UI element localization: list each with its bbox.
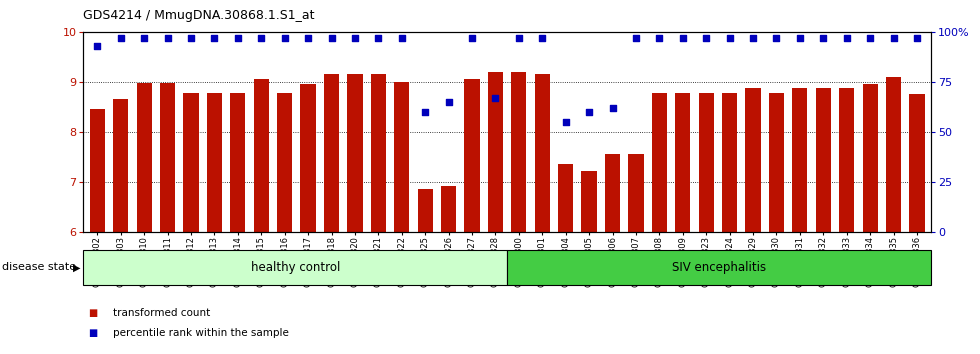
Bar — [254, 79, 269, 232]
Bar — [605, 154, 620, 232]
Bar — [347, 74, 363, 232]
Point — [768, 35, 784, 41]
Bar — [769, 93, 784, 232]
Point — [136, 35, 152, 41]
Bar — [839, 88, 855, 232]
Point — [722, 35, 738, 41]
Bar — [508, 250, 931, 285]
Bar — [512, 72, 526, 232]
Text: disease state: disease state — [2, 262, 76, 272]
Bar — [207, 93, 222, 232]
Point — [581, 109, 597, 115]
Point — [347, 35, 363, 41]
Point — [628, 35, 644, 41]
Point — [207, 35, 222, 41]
Bar — [746, 88, 760, 232]
Bar — [535, 74, 550, 232]
Bar — [370, 74, 386, 232]
Text: ▶: ▶ — [73, 262, 80, 272]
Point — [652, 35, 667, 41]
Point — [699, 35, 714, 41]
Point — [394, 35, 410, 41]
Bar — [160, 83, 175, 232]
Bar — [230, 93, 245, 232]
Bar — [465, 79, 479, 232]
Point — [417, 109, 433, 115]
Bar — [90, 109, 105, 232]
Point — [815, 35, 831, 41]
Point — [254, 35, 270, 41]
Text: healthy control: healthy control — [251, 261, 340, 274]
Bar — [301, 84, 316, 232]
Bar — [441, 186, 457, 232]
Point — [745, 35, 760, 41]
Point — [511, 35, 526, 41]
Point — [488, 95, 504, 101]
Point — [605, 105, 620, 111]
Point — [909, 35, 925, 41]
Bar — [113, 99, 128, 232]
Point — [792, 35, 808, 41]
Point — [534, 35, 550, 41]
Bar — [699, 93, 713, 232]
Text: GDS4214 / MmugDNA.30868.1.S1_at: GDS4214 / MmugDNA.30868.1.S1_at — [83, 9, 315, 22]
Point — [441, 99, 457, 105]
Point — [113, 35, 128, 41]
Bar — [886, 77, 902, 232]
Bar — [488, 72, 503, 232]
Text: SIV encephalitis: SIV encephalitis — [672, 261, 766, 274]
Bar — [277, 93, 292, 232]
Bar — [558, 164, 573, 232]
Bar — [417, 189, 433, 232]
Bar — [83, 250, 508, 285]
Text: ■: ■ — [88, 308, 97, 318]
Point — [370, 35, 386, 41]
Bar — [862, 84, 878, 232]
Bar — [394, 82, 410, 232]
Text: ■: ■ — [88, 328, 97, 338]
Point — [862, 35, 878, 41]
Point — [160, 35, 175, 41]
Bar — [675, 93, 690, 232]
Point — [300, 35, 316, 41]
Bar — [183, 93, 199, 232]
Bar — [652, 93, 667, 232]
Point — [276, 35, 292, 41]
Bar — [792, 88, 808, 232]
Bar — [136, 83, 152, 232]
Point — [886, 35, 902, 41]
Bar — [324, 74, 339, 232]
Point — [230, 35, 246, 41]
Text: percentile rank within the sample: percentile rank within the sample — [113, 328, 288, 338]
Point — [839, 35, 855, 41]
Bar — [628, 154, 644, 232]
Point — [183, 35, 199, 41]
Bar — [722, 93, 737, 232]
Text: transformed count: transformed count — [113, 308, 210, 318]
Point — [465, 35, 480, 41]
Point — [89, 43, 105, 49]
Bar — [815, 88, 831, 232]
Point — [323, 35, 339, 41]
Point — [675, 35, 691, 41]
Bar — [909, 95, 924, 232]
Bar — [581, 171, 597, 232]
Point — [558, 119, 573, 125]
